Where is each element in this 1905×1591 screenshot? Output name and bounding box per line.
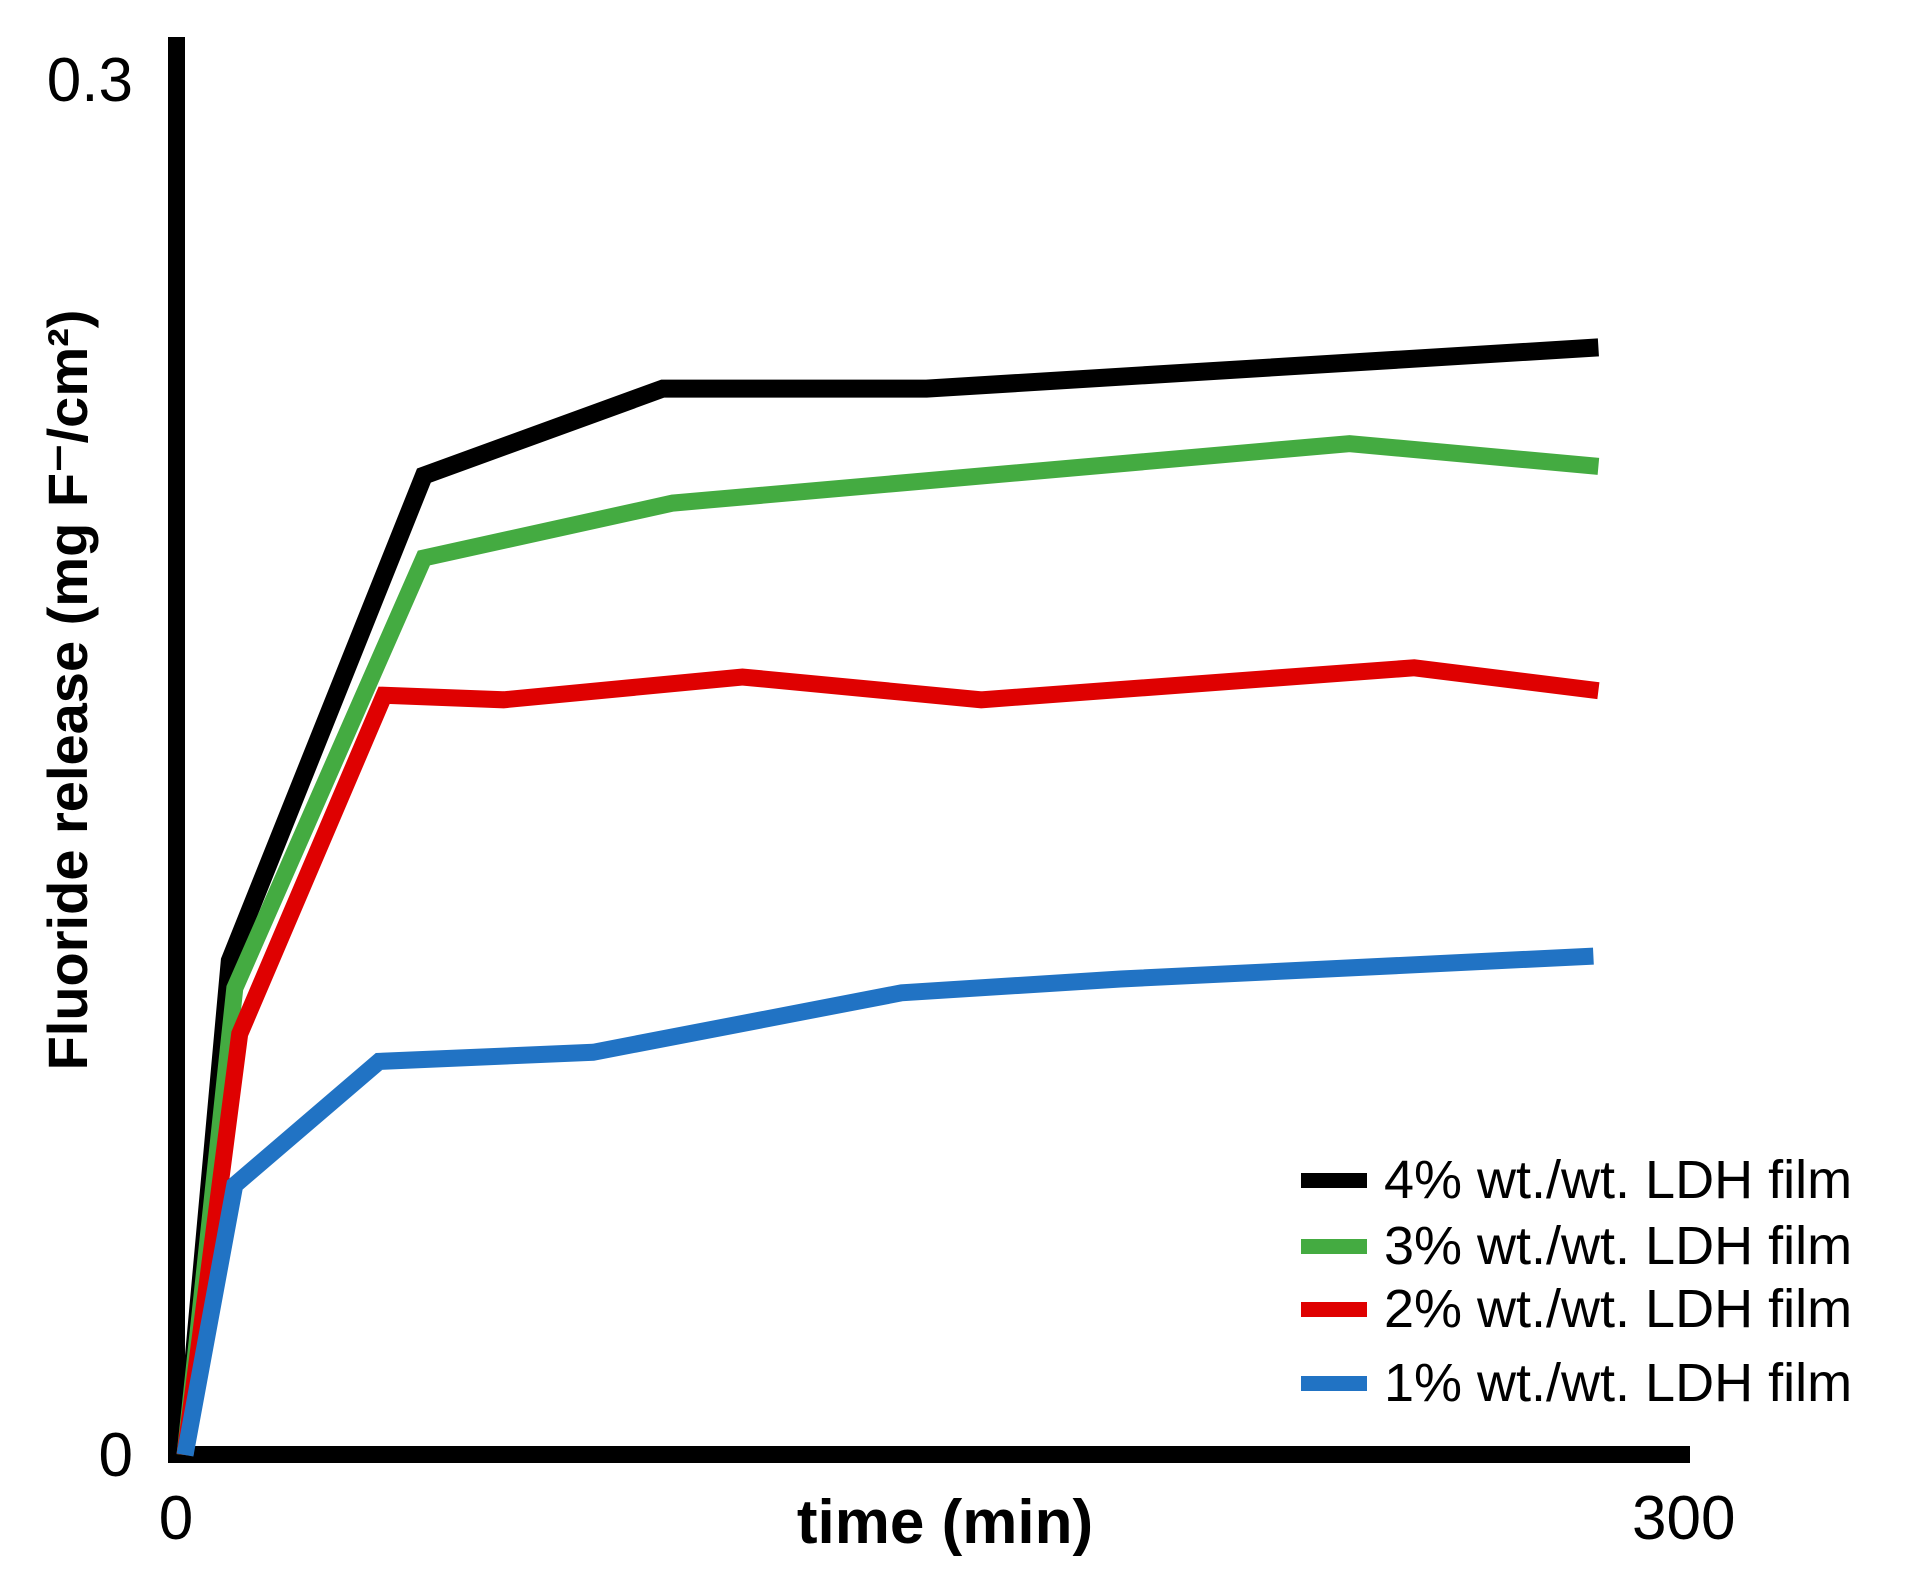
y-tick-label-zero: 0 [98,1421,133,1490]
x-axis-title: time (min) [796,1488,1094,1557]
legend-swatch-2pct [1301,1301,1367,1317]
series-line-2pct-ldh-film [176,659,1600,1457]
x-tick-label-max: 300 [1632,1484,1736,1553]
series-line-1pct-ldh-film [176,947,1594,1457]
legend-label-3pct: 3% wt./wt. LDH film [1384,1216,1853,1276]
legend-label-4pct: 4% wt./wt. LDH film [1384,1150,1853,1210]
legend-item-1pct: 1% wt./wt. LDH film [1301,1355,1852,1411]
y-tick-label-max: 0.3 [46,46,133,115]
legend-item-3pct: 3% wt./wt. LDH film [1301,1218,1852,1274]
legend-swatch-3pct [1301,1238,1367,1254]
series-line-3pct-ldh-film [176,435,1600,1456]
legend-label-1pct: 1% wt./wt. LDH film [1384,1353,1853,1413]
legend-item-2pct: 2% wt./wt. LDH film [1301,1281,1852,1337]
legend-swatch-1pct [1301,1375,1367,1391]
series-group [176,338,1600,1457]
legend-swatch-4pct [1301,1172,1367,1188]
legend-item-4pct: 4% wt./wt. LDH film [1301,1152,1852,1208]
x-tick-label-zero: 0 [158,1484,194,1553]
y-axis-title: Fluoride release (mg F⁻/cm²) [36,309,99,1071]
legend-label-2pct: 2% wt./wt. LDH film [1384,1279,1853,1339]
